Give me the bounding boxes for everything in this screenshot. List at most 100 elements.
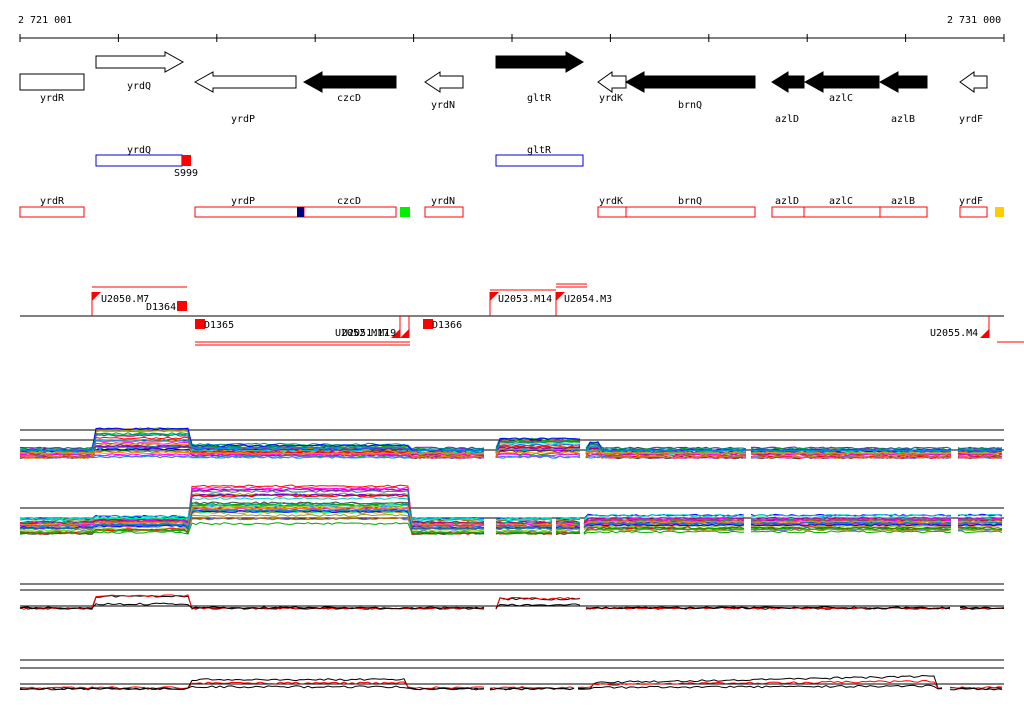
gene-yrdQ[interactable]: yrdQ (95, 51, 185, 92)
profile-series-line (585, 451, 747, 455)
gene-label: azlB (891, 114, 915, 125)
coordinate-ruler: 2 721 001 2 731 000 (18, 15, 1005, 42)
promoter-label: D1364 (146, 302, 176, 313)
regulator-track: yrdQ S999 gltR (95, 145, 584, 179)
profile-series-line (19, 681, 485, 690)
profile-series-line (19, 489, 485, 531)
gene-yrdF[interactable]: yrdF (959, 71, 988, 125)
promoter-label: D1365 (204, 320, 234, 331)
gene-brnQ[interactable]: brnQ (624, 71, 756, 111)
promoter-U2052-M17[interactable]: U2052.M17 (335, 316, 401, 339)
promoter-U2054-M3[interactable]: U2054.M3 (555, 292, 612, 316)
gene-gltR[interactable]: gltR (495, 51, 584, 104)
expression-profiles (19, 427, 1005, 691)
operon-marker-navy[interactable] (297, 207, 304, 217)
profile-series-line (490, 686, 575, 690)
regulated-gene-gltR[interactable]: gltR (495, 145, 584, 167)
operon-azlD-azlC-azlB[interactable]: azlD azlC azlB (771, 196, 928, 218)
gene-track: yrdR yrdQ yrdP czcD yrdN gltR yrdK brnQ (19, 51, 988, 125)
profile-series-line (583, 526, 745, 534)
operon-label: azlC (829, 196, 853, 207)
promoter-U2055-M4[interactable]: U2055.M4 (930, 316, 990, 339)
profile-series-line (495, 455, 581, 458)
profile-series-line (583, 525, 745, 531)
promoter-U2051-M19[interactable]: U2051.M19 (342, 316, 410, 339)
ruler-end-label: 2 731 000 (947, 15, 1001, 26)
profile-series-line (957, 449, 1003, 453)
operon-marker-green[interactable] (400, 207, 410, 217)
profile-series-line (957, 520, 1003, 524)
operon-yrdK-brnQ[interactable]: yrdK brnQ (597, 196, 756, 218)
profile-panel (19, 484, 1004, 536)
profile-series-line (495, 527, 553, 530)
gene-label: yrdQ (127, 81, 151, 92)
profile-series-line (583, 518, 745, 526)
regulated-gene-yrdQ[interactable]: yrdQ S999 (95, 145, 198, 179)
profile-series-line (957, 523, 1003, 527)
promoter-D1366[interactable]: D1366 (423, 319, 462, 331)
profile-series-line (583, 513, 745, 520)
promoter-D1365[interactable]: D1365 (195, 319, 234, 331)
profile-series-line (495, 440, 581, 451)
regulated-gene-label: yrdQ (127, 145, 151, 156)
profile-series-line (583, 520, 745, 525)
profile-series-line (495, 596, 581, 609)
gene-azlD[interactable]: azlD (771, 71, 805, 125)
profile-series-line (585, 606, 951, 610)
profile-panel (19, 659, 1004, 691)
profile-series-line (19, 427, 484, 453)
profile-series-line (583, 530, 744, 535)
profile-series-line (495, 455, 581, 459)
profile-series-line (750, 448, 952, 452)
gene-azlC[interactable]: azlC (803, 71, 880, 104)
promoter-label: U2050.M7 (101, 294, 149, 305)
profile-series-line (495, 531, 553, 535)
gene-czcD[interactable]: czcD (302, 71, 397, 104)
profile-series-line (19, 455, 485, 459)
profile-series-line (957, 447, 1003, 450)
profile-series-line (583, 523, 745, 528)
promoter-label: U2053.M14 (498, 294, 552, 305)
profile-series-line (751, 530, 952, 534)
profile-series-line (495, 449, 581, 458)
profile-series-line (751, 513, 952, 517)
profile-series-line (555, 528, 581, 532)
profile-series-line (958, 456, 1003, 459)
promoter-label: U2051.M19 (342, 328, 396, 339)
profile-series-line (495, 443, 581, 451)
ruler-ticks (19, 34, 1005, 42)
profile-series-line (19, 488, 485, 526)
operon-yrdR[interactable]: yrdR (19, 196, 85, 218)
profile-series-line (555, 517, 581, 520)
promoter-U2050-M7[interactable]: U2050.M7 (91, 292, 149, 316)
profile-series-line (959, 606, 1005, 610)
promoter-U2053-M14[interactable]: U2053.M14 (489, 292, 552, 316)
profile-series-line (489, 687, 575, 691)
profile-series-line (19, 509, 485, 528)
profile-series-line (750, 451, 952, 455)
operon-marker-yellow[interactable] (995, 207, 1004, 217)
profile-panel (19, 427, 1004, 460)
profile-series-line (19, 451, 485, 455)
profile-series-line (750, 523, 952, 527)
profile-series-line (585, 449, 747, 459)
operon-label: brnQ (678, 196, 702, 207)
operon-label: yrdP (231, 196, 255, 207)
binding-site-marker[interactable] (182, 155, 191, 166)
gene-azlB[interactable]: azlB (878, 71, 928, 125)
profile-series-line (19, 513, 485, 535)
operon-yrdN[interactable]: yrdN (424, 196, 464, 218)
gene-yrdN[interactable]: yrdN (424, 71, 464, 111)
operon-label: yrdK (599, 196, 623, 207)
gene-yrdP[interactable]: yrdP (193, 71, 297, 125)
profile-series-line (19, 594, 485, 610)
gene-yrdR[interactable]: yrdR (19, 73, 85, 104)
gene-label: yrdK (599, 93, 623, 104)
gene-yrdK[interactable]: yrdK (597, 71, 627, 104)
profile-series-line (585, 445, 747, 453)
operon-yrdF[interactable]: yrdF (959, 196, 1004, 218)
operon-yrdP-czcD[interactable]: yrdP czcD (194, 196, 410, 218)
profile-series-line (555, 522, 581, 526)
promoter-D1364[interactable]: D1364 (146, 301, 187, 313)
gene-label: gltR (527, 93, 552, 104)
